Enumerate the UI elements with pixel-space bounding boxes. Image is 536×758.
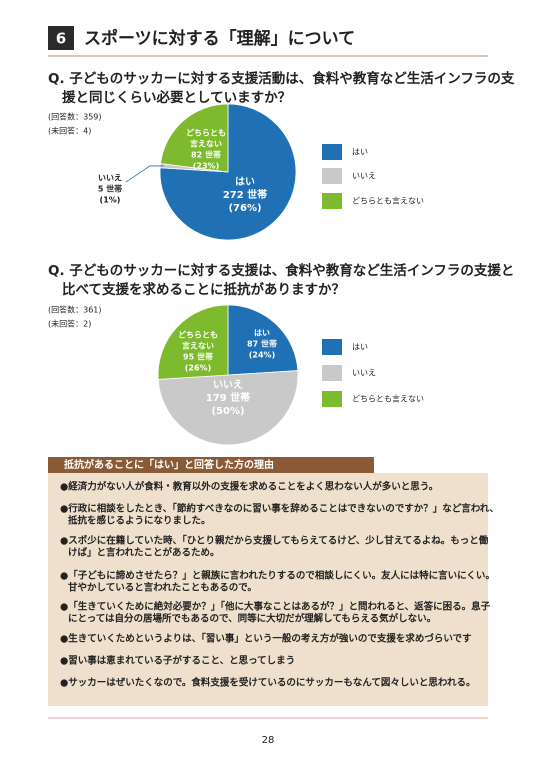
reason-text: 甘やかしていると言われたこともあるので。 [68,582,257,594]
slice-label: どちらとも [186,128,226,138]
slice-label: はい [254,329,270,338]
response-note: (未回答：4) [48,126,91,136]
reason-text: ●「子どもに諦めさせたら？」と親族に言われたりするので相談しにくい。友人には特に… [60,570,495,582]
reason-text: 抵抗を感じるようになりました。 [68,515,211,527]
reasons-header [48,457,374,473]
section-title: スポーツに対する「理解」について [84,28,355,49]
question: 比べて支援を求めることに抵抗がありますか？ [62,281,345,298]
slice-label: 272 世帯 [223,188,267,201]
pie-slice [227,304,299,376]
reason-text: ●経済力がない人が食料・教育以外の支援を求めることをよく思わない人が多いと思う。 [60,481,438,493]
legend-label: はい [352,148,368,157]
legend-swatch [322,168,342,184]
reason-text: ●行政に相談をしたとき、「節約すべきなのに習い事を辞めることはできないのですか？… [60,503,499,515]
slice-label: 95 世帯 [183,352,213,362]
slice-label: はい [235,176,255,188]
response-note: (回答数：359) [48,112,102,122]
reason-text: にとっては自分の居場所でもあるので、同等に大切だが理解してもらえる気がしない。 [68,613,436,625]
leader-line [125,165,164,183]
legend-label: はい [352,343,368,352]
question: 援と同じくらい必要としていますか？ [62,89,291,106]
question: Q. 子どものサッカーに対する支援活動は、食料や教育など生活インフラの支 [48,70,515,87]
slice-label: 言えない [190,139,222,149]
reasons-title: 抵抗があることに「はい」と回答した方の理由 [64,458,274,471]
reason-text: けば」と言われたことがあるため。 [68,547,220,559]
legend-swatch [322,391,342,407]
slice-label: (24%) [249,351,275,360]
slice-label: いいえ [98,174,122,183]
slice-label: いいえ [213,379,243,391]
slice-label: どちらとも [178,330,218,340]
reason-text: ●サッカーはぜいたくなので。食料支援を受けているのにサッカーもなんて図々しいと思… [60,677,475,689]
slice-label: 82 世帯 [191,150,221,160]
reason-text: ●習い事は恵まれている子がすること、と思ってしまう [60,655,295,667]
section-badge [48,26,74,50]
response-note: (未回答：2) [48,319,91,329]
slice-label: 5 世帯 [98,184,122,194]
slice-label: (1%) [100,196,121,205]
page-number: 28 [262,735,275,746]
legend-label: いいえ [352,172,376,181]
slice-label: (26%) [185,364,211,373]
reasons-box [48,473,488,706]
legend-label: いいえ [352,369,376,378]
slice-label: (23%) [193,162,219,171]
slice-label: 179 世帯 [206,391,250,404]
reason-text: ●スポ少に在籍していた時、「ひとり親だから支援してもらえてるけど、少し甘えてるよ… [60,535,489,547]
legend-label: どちらとも言えない [352,394,424,404]
legend-swatch [322,365,342,381]
pie-slice [160,103,229,173]
reason-text: ●生きていくためというよりは、「習い事」という一般の考え方が強いので支援を求めづ… [60,633,472,645]
reason-text: ●「生きていくために絶対必要か？」「他に大事なことはあるが？」と問われると、返答… [60,601,491,613]
pie-slice [157,304,229,380]
question: Q. 子どものサッカーに対する支援は、食料や教育など生活インフラの支援と [48,262,514,279]
legend-label: どちらとも言えない [352,196,424,206]
slice-label: (76%) [228,203,261,214]
section-number: 6 [56,30,66,48]
response-note: (回答数：361) [48,305,102,315]
legend-swatch [322,144,342,160]
legend-swatch [322,339,342,355]
legend-swatch [322,193,342,209]
slice-label: (50%) [211,406,244,417]
slice-label: 87 世帯 [247,339,277,349]
pie-slice [157,370,299,446]
slice-label: 言えない [182,341,214,351]
